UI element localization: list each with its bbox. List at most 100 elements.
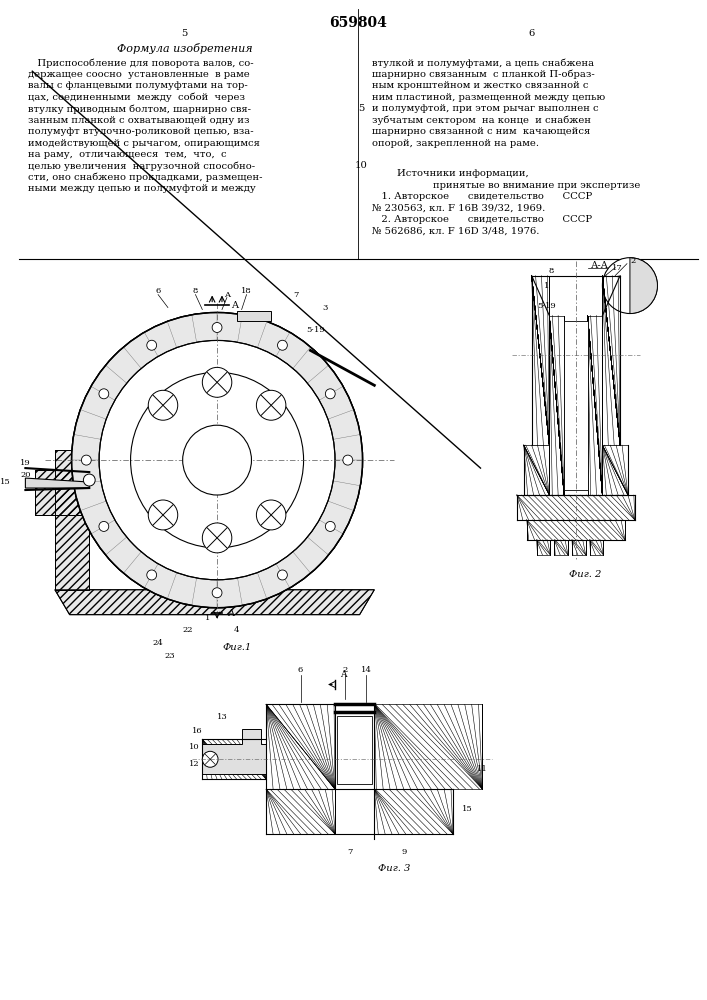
Text: 4: 4 (234, 626, 240, 634)
Polygon shape (549, 316, 564, 495)
Polygon shape (202, 729, 267, 774)
Text: 2: 2 (630, 257, 636, 265)
Text: ным кронштейном и жестко связанной с: ным кронштейном и жестко связанной с (373, 81, 589, 90)
Polygon shape (554, 540, 568, 555)
Polygon shape (527, 520, 625, 540)
Text: 6: 6 (156, 287, 160, 295)
Text: 6: 6 (529, 29, 534, 38)
Text: 24: 24 (153, 639, 163, 647)
Text: втулкой и полумуфтами, а цепь снабжена: втулкой и полумуфтами, а цепь снабжена (373, 58, 595, 68)
Text: Фиг. 2: Фиг. 2 (570, 570, 602, 579)
Text: 7: 7 (293, 291, 298, 299)
Circle shape (99, 521, 109, 531)
Polygon shape (537, 540, 550, 555)
Polygon shape (517, 495, 635, 520)
Text: полумуфт втулочно-роликовой цепью, вза-: полумуфт втулочно-роликовой цепью, вза- (28, 127, 254, 136)
Circle shape (148, 500, 177, 530)
Text: принятые во внимание при экспертизе: принятые во внимание при экспертизе (433, 181, 641, 190)
Text: 15: 15 (0, 478, 11, 486)
Circle shape (99, 340, 335, 580)
Text: на раму,  отличающееся  тем,  что,  с: на раму, отличающееся тем, что, с (28, 150, 227, 159)
Polygon shape (202, 739, 267, 779)
Text: A: A (340, 670, 346, 679)
Text: 18: 18 (241, 287, 252, 295)
Circle shape (147, 340, 157, 350)
Text: 1. Авторское      свидетельство      СССР: 1. Авторское свидетельство СССР (373, 192, 592, 201)
Text: 7: 7 (347, 848, 353, 856)
Circle shape (83, 474, 95, 486)
Text: А-А: А-А (590, 261, 609, 270)
Polygon shape (602, 276, 620, 445)
Text: 13: 13 (216, 713, 228, 721)
Polygon shape (25, 478, 89, 488)
Text: зубчатым сектором  на конце  и снабжен: зубчатым сектором на конце и снабжен (373, 116, 591, 125)
Circle shape (278, 340, 287, 350)
Text: Фиг.1: Фиг.1 (222, 643, 252, 652)
Text: Источники информации,: Источники информации, (397, 169, 529, 178)
Text: 22: 22 (182, 626, 193, 634)
Text: втулку приводным болтом, шарнирно свя-: втулку приводным болтом, шарнирно свя- (28, 104, 251, 114)
Text: целью увеличения  нагрузочной способно-: целью увеличения нагрузочной способно- (28, 161, 255, 171)
Circle shape (325, 521, 335, 531)
Circle shape (148, 390, 177, 420)
Text: Фиг. 3: Фиг. 3 (378, 864, 410, 873)
Text: A: A (227, 609, 234, 618)
Polygon shape (588, 316, 602, 495)
Circle shape (212, 588, 222, 598)
Text: 19: 19 (20, 459, 31, 467)
Polygon shape (524, 445, 549, 495)
Text: имодействующей с рычагом, опирающимся: имодействующей с рычагом, опирающимся (28, 139, 260, 148)
Polygon shape (237, 311, 271, 320)
Text: № 562686, кл. F 16D 3/48, 1976.: № 562686, кл. F 16D 3/48, 1976. (373, 227, 539, 236)
Polygon shape (590, 540, 603, 555)
Circle shape (212, 322, 222, 332)
Circle shape (147, 570, 157, 580)
Text: ним пластиной, размещенной между цепью: ним пластиной, размещенной между цепью (373, 93, 606, 102)
Text: шарнирно связанным  с планкой П-образ-: шарнирно связанным с планкой П-образ- (373, 70, 595, 79)
Circle shape (257, 500, 286, 530)
Text: и полумуфтой, при этом рычаг выполнен с: и полумуфтой, при этом рычаг выполнен с (373, 104, 599, 113)
Text: 2. Авторское      свидетельство      СССР: 2. Авторское свидетельство СССР (373, 215, 592, 224)
Circle shape (325, 389, 335, 399)
Text: 10: 10 (189, 743, 200, 751)
Text: 20: 20 (20, 471, 30, 479)
Polygon shape (35, 470, 89, 515)
Text: цах, соединенными  между  собой  через: цах, соединенными между собой через (28, 93, 245, 102)
Text: держащее соосно  установленные  в раме: держащее соосно установленные в раме (28, 70, 250, 79)
Text: 5: 5 (182, 29, 188, 38)
Circle shape (182, 425, 252, 495)
Text: 5·19: 5·19 (306, 326, 325, 334)
Polygon shape (374, 789, 453, 834)
Text: ными между цепью и полумуфтой и между: ными между цепью и полумуфтой и между (28, 184, 256, 193)
Polygon shape (337, 716, 373, 784)
Text: 2: 2 (342, 666, 347, 674)
Circle shape (202, 751, 218, 767)
Polygon shape (55, 450, 89, 590)
Circle shape (257, 390, 286, 420)
Polygon shape (55, 590, 374, 615)
Polygon shape (564, 320, 588, 490)
Text: валы с фланцевыми полумуфтами на тор-: валы с фланцевыми полумуфтами на тор- (28, 81, 248, 90)
Text: 9: 9 (401, 848, 407, 856)
Text: сти, оно снабжено прокладками, размещен-: сти, оно снабжено прокладками, размещен- (28, 173, 263, 182)
Circle shape (202, 523, 232, 553)
Text: 5·19: 5·19 (537, 302, 556, 310)
Text: № 230563, кл. F 16В 39/32, 1969.: № 230563, кл. F 16В 39/32, 1969. (373, 204, 546, 213)
Text: 3: 3 (322, 304, 328, 312)
Text: 15: 15 (462, 805, 473, 813)
Polygon shape (267, 704, 335, 789)
Wedge shape (630, 258, 658, 314)
Circle shape (81, 455, 91, 465)
Text: опорой, закрепленной на раме.: опорой, закрепленной на раме. (373, 139, 539, 148)
Text: 23: 23 (165, 652, 175, 660)
Circle shape (202, 367, 232, 397)
Circle shape (602, 258, 658, 314)
Text: 5: 5 (358, 104, 365, 113)
Text: 8: 8 (193, 287, 198, 295)
Text: Формула изобретения: Формула изобретения (117, 43, 252, 54)
Circle shape (71, 313, 363, 608)
Text: 16: 16 (192, 727, 203, 735)
Text: A: A (230, 301, 238, 310)
Text: A: A (224, 291, 230, 299)
Polygon shape (374, 704, 482, 789)
